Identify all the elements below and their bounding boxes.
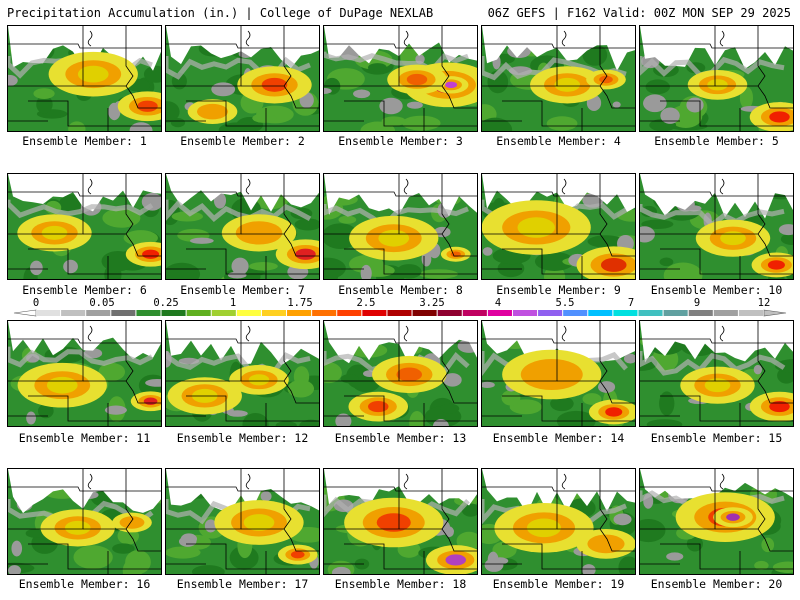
ensemble-map-panel xyxy=(7,468,162,575)
ensemble-member-label: Ensemble Member: 20 xyxy=(650,577,783,591)
ensemble-map-panel xyxy=(7,320,162,427)
ensemble-member-label: Ensemble Member: 10 xyxy=(650,283,783,297)
ensemble-map-panel xyxy=(481,173,636,280)
colorscale-swatch xyxy=(738,310,763,316)
ensemble-map-panel xyxy=(323,320,478,427)
ensemble-map-panel xyxy=(323,468,478,575)
colorscale-tick-label: 1.75 xyxy=(287,297,313,309)
ensemble-map-panel xyxy=(481,25,636,132)
colorscale-swatch xyxy=(161,310,186,316)
colorscale-swatch xyxy=(437,310,462,316)
colorscale-bar xyxy=(13,309,787,317)
ensemble-map-panel xyxy=(639,25,794,132)
colorscale-swatch xyxy=(663,310,688,316)
colorscale-tick-label: 12 xyxy=(757,297,771,309)
colorscale-swatch xyxy=(86,310,111,316)
colorscale-swatch xyxy=(312,310,337,316)
colorscale-tick-label: 0.05 xyxy=(89,297,115,309)
colorscale-swatch xyxy=(563,310,588,316)
valid-time: 06Z GEFS | F162 Valid: 00Z MON SEP 29 20… xyxy=(487,6,791,20)
ensemble-member-label: Ensemble Member: 4 xyxy=(496,134,621,148)
colorscale-swatch xyxy=(36,310,61,316)
colorscale-swatch xyxy=(588,310,613,316)
ensemble-map-panel xyxy=(7,173,162,280)
colorscale-tick-label: 7 xyxy=(627,297,635,309)
ensemble-member-label: Ensemble Member: 9 xyxy=(496,283,621,297)
ensemble-map-panel xyxy=(165,468,320,575)
colorscale-swatch xyxy=(512,310,538,316)
ensemble-map-panel xyxy=(639,320,794,427)
ensemble-member-label: Ensemble Member: 13 xyxy=(334,431,467,445)
ensemble-member-label: Ensemble Member: 19 xyxy=(492,577,625,591)
ensemble-map-panel xyxy=(7,25,162,132)
colorscale-swatch xyxy=(61,310,86,316)
colorscale-swatch xyxy=(387,310,412,316)
colorscale-swatch xyxy=(412,310,437,316)
ensemble-member-label: Ensemble Member: 17 xyxy=(176,577,309,591)
colorscale-swatch xyxy=(337,310,362,316)
colorscale-tick-label: 3.25 xyxy=(419,297,445,309)
ensemble-member-label: Ensemble Member: 8 xyxy=(338,283,463,297)
ensemble-map-panel xyxy=(165,25,320,132)
ensemble-map-panel xyxy=(639,173,794,280)
colorscale-swatch xyxy=(136,310,161,316)
colorscale-swatch xyxy=(613,310,638,316)
ensemble-map-panel xyxy=(639,468,794,575)
ensemble-map-panel xyxy=(481,320,636,427)
colorscale-swatch xyxy=(236,310,261,316)
ensemble-member-label: Ensemble Member: 15 xyxy=(650,431,783,445)
ensemble-member-label: Ensemble Member: 7 xyxy=(180,283,305,297)
ensemble-member-label: Ensemble Member: 12 xyxy=(176,431,309,445)
ensemble-member-label: Ensemble Member: 5 xyxy=(654,134,779,148)
ensemble-member-label: Ensemble Member: 14 xyxy=(492,431,625,445)
colorscale-swatch xyxy=(538,310,563,316)
colorscale-swatch xyxy=(713,310,738,316)
ensemble-map-panel xyxy=(481,468,636,575)
colorscale-tick-label: 2.5 xyxy=(356,297,376,309)
colorscale-swatch xyxy=(638,310,663,316)
ensemble-member-label: Ensemble Member: 11 xyxy=(18,431,151,445)
colorscale-tick-label: 5.5 xyxy=(555,297,575,309)
colorscale-swatch xyxy=(462,310,487,316)
colorscale-tick-label: 1 xyxy=(229,297,237,309)
colorscale-swatch xyxy=(261,310,287,316)
ensemble-map-panel xyxy=(165,320,320,427)
colorscale-swatch xyxy=(111,310,136,316)
colorscale-swatch xyxy=(287,310,312,316)
ensemble-member-label: Ensemble Member: 3 xyxy=(338,134,463,148)
ensemble-map-panel xyxy=(165,173,320,280)
colorscale-tick-label: 0 xyxy=(32,297,40,309)
colorscale-tick-label: 9 xyxy=(693,297,701,309)
colorscale-swatch xyxy=(487,310,512,316)
ensemble-member-label: Ensemble Member: 1 xyxy=(22,134,147,148)
colorscale-swatch xyxy=(688,310,713,316)
colorscale-swatch xyxy=(186,310,211,316)
ensemble-member-label: Ensemble Member: 6 xyxy=(22,283,147,297)
colorscale-swatch xyxy=(362,310,387,316)
colorscale-swatch xyxy=(211,310,236,316)
colorscale-tick-label: 4 xyxy=(494,297,502,309)
ensemble-map-panel xyxy=(323,25,478,132)
ensemble-map-panel xyxy=(323,173,478,280)
ensemble-member-label: Ensemble Member: 2 xyxy=(180,134,305,148)
colorscale-tick-label: 0.25 xyxy=(153,297,179,309)
ensemble-member-label: Ensemble Member: 16 xyxy=(18,577,151,591)
map-title: Precipitation Accumulation (in.) | Colle… xyxy=(7,6,434,20)
ensemble-member-label: Ensemble Member: 18 xyxy=(334,577,467,591)
